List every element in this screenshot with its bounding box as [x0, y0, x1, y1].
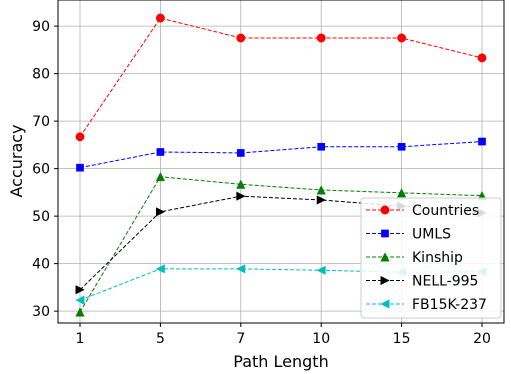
data-point-countries	[236, 33, 246, 43]
data-point-countries	[477, 53, 487, 63]
plot-frame	[57, 0, 505, 324]
data-point-countries	[155, 13, 165, 23]
y-tick-label: 50	[32, 209, 50, 225]
data-point-nell-995	[316, 195, 326, 205]
series-line-umls	[79, 141, 483, 169]
x-tick-label: 7	[236, 331, 245, 347]
y-tick-label: 60	[32, 162, 50, 178]
legend-marker-countries	[380, 205, 390, 215]
legend-label-fb15k-237: FB15K-237	[412, 297, 487, 313]
x-tick-label: 1	[76, 331, 85, 347]
y-tick-label: 80	[32, 67, 50, 83]
legend-label-kinship: Kinship	[412, 250, 463, 266]
legend: Countries UMLS Kinship NELL-995 FB15K-237	[360, 197, 502, 319]
x-tick-label: 5	[156, 331, 165, 347]
x-axis-label: Path Length	[233, 352, 328, 371]
legend-marker-nell-995	[380, 275, 390, 286]
data-point-umls	[478, 137, 486, 146]
y-tick-label: 40	[32, 257, 50, 273]
data-point-fb15k-237	[155, 264, 165, 274]
x-tick-label: 15	[393, 331, 411, 347]
data-point-countries	[397, 33, 407, 43]
data-point-umls	[76, 163, 84, 172]
series-line-fb15k-237	[79, 268, 483, 301]
data-point-kinship	[396, 188, 407, 198]
data-point-kinship	[316, 185, 326, 195]
data-point-kinship	[75, 307, 85, 317]
data-point-umls	[397, 142, 406, 151]
data-point-nell-995	[236, 191, 246, 201]
legend-marker-fb15k-237	[380, 299, 390, 309]
legend-marker-umls	[381, 229, 389, 238]
data-point-fb15k-237	[75, 295, 85, 305]
y-tick-label: 30	[32, 304, 50, 320]
data-point-nell-995	[75, 285, 85, 295]
x-tick-label: 10	[312, 331, 330, 347]
data-point-countries	[316, 33, 326, 43]
series-line-kinship	[79, 176, 483, 313]
data-point-kinship	[155, 171, 166, 182]
legend-label-countries: Countries	[412, 203, 479, 219]
legend-label-nell-995: NELL-995	[412, 274, 478, 290]
legend-label-umls: UMLS	[412, 227, 451, 243]
y-tick-label: 90	[32, 19, 50, 35]
series-line-countries	[79, 17, 483, 138]
data-point-fb15k-237	[316, 265, 326, 275]
data-point-countries	[75, 132, 85, 142]
data-point-umls	[317, 142, 326, 151]
y-tick-label: 70	[32, 114, 50, 130]
data-point-nell-995	[155, 207, 166, 217]
data-point-kinship	[236, 179, 246, 189]
legend-marker-kinship	[380, 252, 390, 262]
data-point-umls	[236, 149, 245, 157]
y-axis-label: Accuracy	[7, 124, 26, 197]
data-point-umls	[156, 148, 165, 156]
x-tick-label: 20	[473, 331, 491, 347]
legend-box	[360, 197, 502, 319]
data-point-fb15k-237	[236, 264, 246, 274]
